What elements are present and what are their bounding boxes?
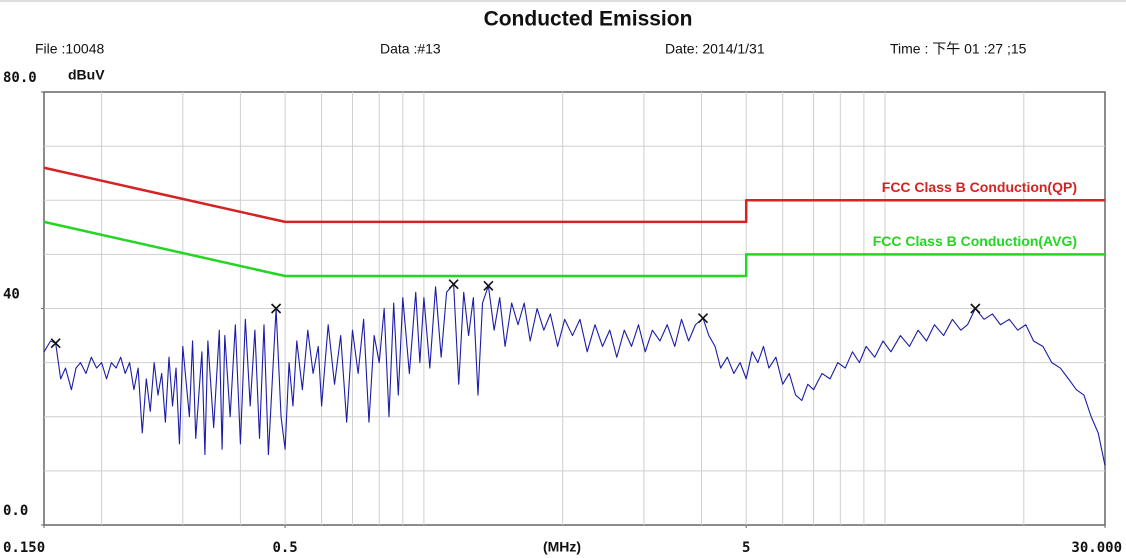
limit-label: FCC Class B Conduction(AVG) bbox=[873, 233, 1077, 249]
x-axis-label: (MHz) bbox=[543, 539, 581, 555]
peak-marker bbox=[448, 279, 459, 290]
peak-marker bbox=[50, 338, 61, 349]
y-tick-label: 80.0 bbox=[3, 70, 37, 86]
peak-marker bbox=[697, 313, 709, 324]
y-axis-label: dBuV bbox=[68, 67, 105, 83]
peak-marker bbox=[970, 303, 981, 314]
date-label: Date: 2014/1/31 bbox=[665, 41, 765, 57]
x-tick-label: 0.150 bbox=[3, 540, 45, 556]
time-label: Time : 下午 01 :27 ;15 bbox=[890, 41, 1027, 57]
y-tick-label: 0.0 bbox=[3, 503, 28, 519]
y-tick-label: 40 bbox=[3, 287, 20, 303]
marks bbox=[43, 166, 1106, 466]
emission-trace bbox=[43, 283, 1106, 466]
x-tick-label: 0.5 bbox=[272, 540, 297, 556]
data-label: Data :#13 bbox=[380, 41, 441, 57]
limit-line bbox=[43, 166, 1105, 224]
x-tick-label: 5 bbox=[742, 540, 750, 556]
file-label: File :10048 bbox=[35, 41, 104, 57]
limit-line bbox=[43, 220, 1105, 278]
peak-marker bbox=[271, 303, 282, 314]
chart-title: Conducted Emission bbox=[484, 8, 693, 31]
peak-marker bbox=[483, 280, 494, 291]
x-tick-label: 30.000 bbox=[1071, 540, 1122, 556]
grid bbox=[41, 91, 1106, 528]
limit-label: FCC Class B Conduction(QP) bbox=[882, 179, 1077, 195]
